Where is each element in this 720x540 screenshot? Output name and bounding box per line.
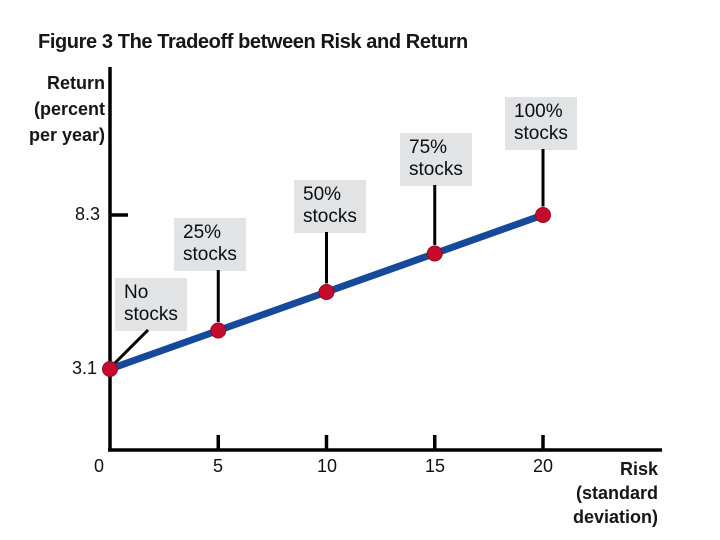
x-tick-label-5: 5 (212, 456, 223, 476)
y-axis-title: Return (percent per year) (29, 70, 105, 148)
y-axis-title-line2: (percent (33, 99, 105, 119)
annotation-line2: stocks (183, 244, 237, 265)
figure-title: Figure 3 The Tradeoff between Risk and R… (38, 31, 468, 53)
y-tick-label-3-1: 3.1 (71, 358, 97, 378)
leader-line-no-stocks (111, 328, 150, 367)
annotation-50pct-stocks: 50% stocks (294, 180, 366, 233)
annotation-line1: 25% (183, 222, 222, 243)
data-point-no-stocks (102, 361, 118, 377)
annotation-25pct-stocks: 25% stocks (174, 218, 246, 271)
data-point-100pct-stocks (535, 207, 551, 223)
annotation-line2: stocks (124, 304, 178, 325)
annotation-75pct-stocks: 75% stocks (400, 133, 472, 186)
x-tick-label-10: 10 (316, 456, 338, 476)
annotation-100pct-stocks: 100% stocks (505, 97, 577, 150)
y-axis-title-line1: Return (47, 73, 105, 93)
annotation-line2: stocks (514, 123, 568, 144)
x-tick-label-15: 15 (424, 456, 446, 476)
x-axis-title-line1: Risk (619, 459, 658, 479)
x-axis-title-line3: deviation) (572, 507, 658, 527)
annotation-line1: 75% (409, 137, 448, 158)
x-axis-title: Risk (standard deviation) (470, 457, 658, 529)
data-point-50pct-stocks (318, 284, 335, 300)
y-tick-label-8-3: 8.3 (74, 204, 100, 224)
annotation-line2: stocks (409, 159, 463, 180)
x-tick-label-0: 0 (93, 456, 104, 476)
data-point-25pct-stocks (210, 322, 227, 339)
annotation-line2: stocks (303, 206, 357, 227)
annotation-no-stocks: No stocks (115, 278, 187, 331)
x-tick-label-20: 20 (532, 456, 554, 476)
annotation-line1: No (124, 282, 149, 303)
data-point-75pct-stocks (426, 245, 443, 262)
annotation-line1: 50% (303, 184, 342, 205)
y-axis-title-line3: per year) (28, 125, 105, 145)
x-axis-title-line2: (standard (575, 483, 658, 503)
annotation-line1: 100% (514, 101, 563, 122)
